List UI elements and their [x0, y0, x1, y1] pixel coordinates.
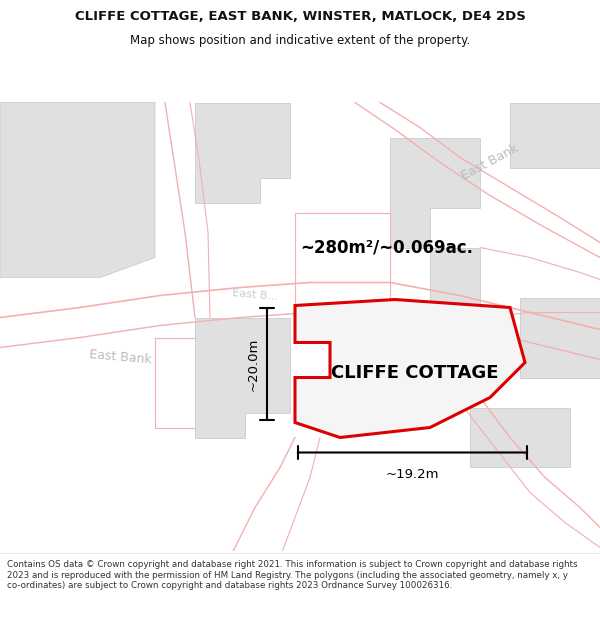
Text: East Bank: East Bank	[88, 348, 152, 367]
Polygon shape	[390, 138, 480, 248]
Text: ~20.0m: ~20.0m	[247, 338, 260, 391]
Polygon shape	[510, 102, 600, 168]
Text: CLIFFE COTTAGE: CLIFFE COTTAGE	[331, 364, 499, 381]
Text: Contains OS data © Crown copyright and database right 2021. This information is : Contains OS data © Crown copyright and d…	[7, 560, 578, 590]
Text: CLIFFE COTTAGE, EAST BANK, WINSTER, MATLOCK, DE4 2DS: CLIFFE COTTAGE, EAST BANK, WINSTER, MATL…	[74, 11, 526, 24]
Polygon shape	[195, 102, 290, 202]
Polygon shape	[0, 102, 155, 278]
Text: East B...: East B...	[232, 289, 278, 302]
Text: ~19.2m: ~19.2m	[386, 468, 439, 481]
Text: Map shows position and indicative extent of the property.: Map shows position and indicative extent…	[130, 34, 470, 48]
Text: East Bank: East Bank	[460, 142, 521, 183]
Polygon shape	[295, 299, 525, 438]
Polygon shape	[430, 248, 480, 318]
Polygon shape	[520, 298, 600, 378]
Text: ~280m²/~0.069ac.: ~280m²/~0.069ac.	[300, 239, 473, 256]
Polygon shape	[195, 318, 290, 438]
Polygon shape	[470, 408, 570, 468]
